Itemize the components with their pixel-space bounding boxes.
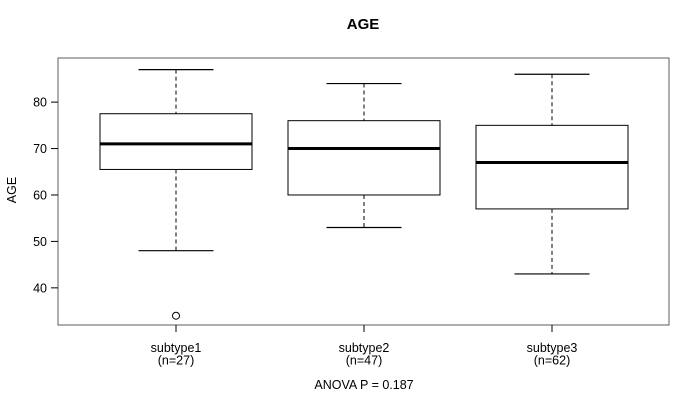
x-group-label: subtype1 [151, 341, 202, 355]
x-group-sublabel: (n=27) [158, 354, 194, 368]
chart-title: AGE [346, 16, 380, 33]
iqr-box [287, 120, 441, 196]
anova-p-value: ANOVA P = 0.187 [314, 378, 414, 392]
y-tick-label: 50 [33, 235, 47, 249]
x-group-label: subtype3 [527, 341, 578, 355]
x-group-sublabel: (n=62) [534, 354, 570, 368]
iqr-box [99, 113, 253, 170]
y-tick-label: 70 [33, 142, 47, 156]
x-group-label: subtype2 [339, 341, 390, 355]
y-tick-label: 60 [33, 188, 47, 202]
x-group-sublabel: (n=47) [346, 354, 382, 368]
y-tick-label: 40 [33, 281, 47, 295]
outlier-point [172, 311, 180, 320]
iqr-box [475, 124, 629, 210]
y-tick-label: 80 [33, 96, 47, 110]
